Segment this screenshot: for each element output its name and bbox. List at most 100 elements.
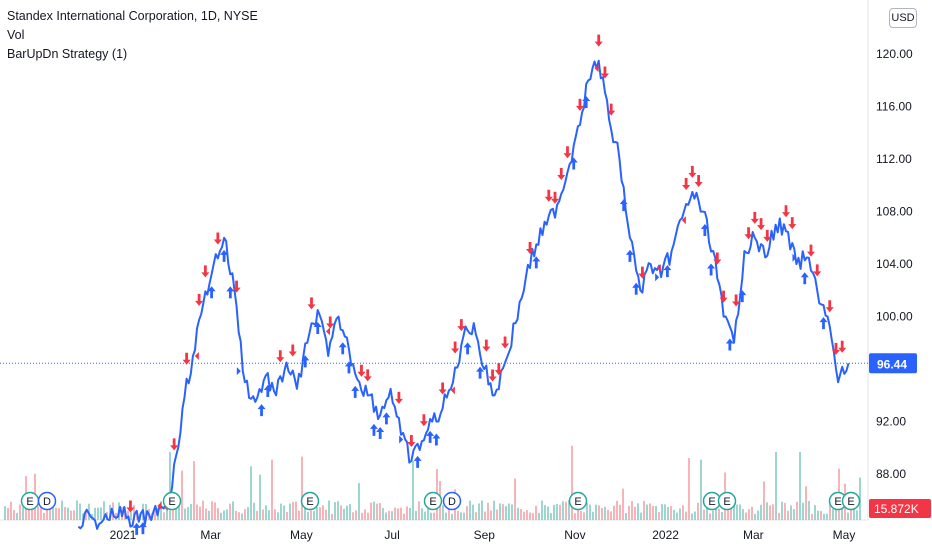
volume-bar bbox=[115, 512, 117, 520]
volume-bar bbox=[427, 505, 429, 520]
sell-signal-arrow bbox=[594, 34, 603, 47]
volume-bar bbox=[235, 510, 237, 520]
volume-bar bbox=[244, 509, 246, 520]
dividend-event-icon bbox=[37, 491, 57, 511]
sell-signal-arrow bbox=[682, 178, 691, 191]
volume-bar bbox=[475, 512, 477, 520]
volume-bar bbox=[739, 504, 741, 520]
volume-bar bbox=[64, 507, 66, 520]
volume-bar bbox=[484, 511, 486, 520]
sell-signal-arrow bbox=[482, 339, 491, 352]
volume-bar bbox=[826, 513, 828, 520]
volume-bar bbox=[589, 504, 591, 520]
volume-bar bbox=[751, 506, 753, 520]
buy-signal-arrow bbox=[463, 342, 472, 355]
volume-bar bbox=[421, 508, 423, 520]
volume-indicator-label[interactable]: Vol bbox=[7, 28, 25, 42]
sell-signal-arrow bbox=[201, 265, 210, 278]
volume-bar bbox=[700, 459, 702, 520]
volume-bar bbox=[130, 512, 132, 520]
buy-signal-arrow bbox=[476, 366, 485, 379]
volume-bar bbox=[400, 507, 402, 520]
volume-bar bbox=[337, 501, 339, 520]
sell-signal-arrow bbox=[750, 211, 759, 224]
sell-signal-arrow bbox=[288, 344, 297, 357]
strategy-indicator-label[interactable]: BarUpDn Strategy (1) bbox=[7, 47, 128, 61]
volume-bar bbox=[193, 461, 195, 520]
last-volume-label: 15.872K bbox=[874, 502, 919, 516]
volume-bar bbox=[664, 504, 666, 520]
volume-bar bbox=[127, 510, 129, 520]
volume-bar bbox=[742, 509, 744, 520]
last-price-tag bbox=[869, 353, 917, 374]
volume-bar bbox=[163, 512, 165, 520]
sell-signal-arrow bbox=[501, 336, 510, 349]
volume-bar bbox=[538, 512, 540, 520]
volume-bar bbox=[508, 503, 510, 520]
sell-signal-arrow bbox=[407, 434, 416, 447]
volume-bar bbox=[223, 510, 225, 520]
volume-bar bbox=[805, 486, 807, 520]
sell-signal-arrow bbox=[394, 391, 403, 404]
chart-legend: Standex International Corporation, 1D, N… bbox=[7, 7, 258, 64]
volume-bar bbox=[412, 460, 414, 520]
entry-marker bbox=[236, 367, 241, 376]
volume-bar bbox=[217, 508, 219, 520]
entry-marker bbox=[399, 435, 404, 444]
volume-bar bbox=[667, 506, 669, 520]
sell-signal-arrow bbox=[806, 244, 815, 257]
volume-bar bbox=[94, 507, 96, 520]
buy-signal-arrow bbox=[301, 355, 310, 368]
sell-signal-arrow bbox=[607, 103, 616, 116]
volume-bar bbox=[10, 501, 12, 520]
sell-signal-arrow bbox=[838, 340, 847, 353]
volume-bar bbox=[187, 506, 189, 520]
volume-bar bbox=[415, 510, 417, 520]
volume-bar bbox=[694, 511, 696, 520]
buy-signal-arrow bbox=[313, 322, 322, 335]
volume-bar bbox=[19, 504, 21, 520]
event-label: E bbox=[834, 496, 841, 508]
volume-bar bbox=[373, 501, 375, 520]
volume-bar bbox=[154, 509, 156, 520]
y-tick-label: 120.00 bbox=[876, 47, 913, 61]
event-label: E bbox=[306, 496, 313, 508]
volume-bar bbox=[331, 513, 333, 520]
volume-bar bbox=[460, 512, 462, 520]
volume-bar bbox=[295, 501, 297, 520]
volume-bar bbox=[55, 507, 57, 520]
volume-bar bbox=[214, 502, 216, 520]
volume-bar bbox=[829, 504, 831, 520]
volume-bar bbox=[673, 509, 675, 520]
volume-bar bbox=[28, 500, 30, 520]
volume-bar bbox=[598, 505, 600, 520]
sell-signal-arrow bbox=[213, 232, 222, 245]
exit-marker bbox=[194, 351, 199, 360]
buy-signal-arrow bbox=[257, 404, 266, 417]
volume-bar bbox=[322, 505, 324, 520]
volume-bar bbox=[748, 509, 750, 520]
event-label: E bbox=[574, 496, 581, 508]
volume-bar bbox=[616, 500, 618, 520]
volume-bar bbox=[313, 510, 315, 520]
event-label: E bbox=[168, 496, 175, 508]
volume-bar bbox=[523, 511, 525, 520]
volume-bar bbox=[601, 507, 603, 520]
currency-button[interactable]: USD bbox=[889, 8, 917, 28]
volume-bar bbox=[232, 501, 234, 520]
volume-bar bbox=[166, 507, 168, 520]
event-label: E bbox=[708, 496, 715, 508]
sell-signal-arrow bbox=[438, 382, 447, 395]
volume-bar bbox=[736, 504, 738, 520]
volume-bar bbox=[13, 510, 15, 520]
x-tick-label: Sep bbox=[474, 528, 496, 542]
volume-bar bbox=[754, 513, 756, 520]
volume-bar bbox=[178, 505, 180, 520]
volume-bar bbox=[298, 510, 300, 520]
x-tick-label: Nov bbox=[564, 528, 585, 542]
volume-bar bbox=[493, 500, 495, 520]
volume-bar bbox=[229, 503, 231, 520]
symbol-title[interactable]: Standex International Corporation, 1D, N… bbox=[7, 9, 258, 23]
volume-bar bbox=[559, 504, 561, 520]
